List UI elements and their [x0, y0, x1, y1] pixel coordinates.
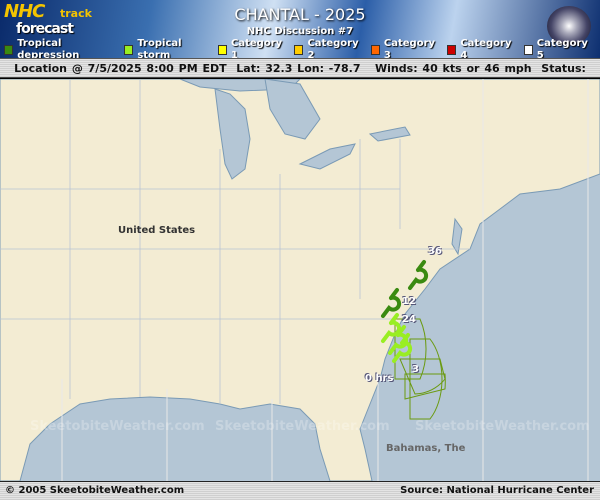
legend-label: Category 3	[383, 38, 436, 61]
forecast-hour-label: 0 hrs	[365, 373, 394, 384]
forecast-map: United States Bahamas, The SkeetobiteWea…	[0, 79, 600, 481]
country-label: United States	[118, 225, 196, 236]
forecast-hour-label: 3	[412, 364, 419, 375]
location-info-bar: Location @ 7/5/2025 8:00 PM EDT Lat: 32.…	[0, 58, 600, 94]
legend-item: Tropical depression	[4, 38, 116, 62]
forecast-cone	[394, 318, 446, 420]
legend-swatch	[294, 45, 304, 55]
legend-swatch	[217, 45, 228, 55]
nhc-logo: NHC track forecast	[4, 1, 92, 37]
lat-lon: Lat: 32.3 Lon: -78.7	[236, 62, 361, 75]
hurricane-globe-icon	[547, 6, 591, 46]
intensity-legend: Tropical depression Tropical storm Categor…	[0, 38, 600, 61]
legend-swatch	[124, 45, 134, 55]
copyright: © 2005 SkeetobiteWeather.com	[5, 485, 185, 496]
legend-swatch	[370, 45, 380, 55]
watermark: SkeetobiteWeather.com	[215, 419, 390, 434]
legend-label: Category 1	[231, 38, 283, 61]
forecast-hour-label: 36	[428, 246, 442, 257]
lake-huron	[264, 79, 321, 140]
lake-ontario	[368, 126, 411, 142]
chesapeake-bay	[451, 217, 463, 256]
tropical-storm-icon	[381, 313, 402, 343]
legend-swatch	[447, 45, 457, 55]
legend-label: Category 4	[460, 38, 512, 61]
footer: © 2005 SkeetobiteWeather.com Source: Nat…	[0, 481, 600, 500]
forecast-hour-label: 12	[402, 296, 416, 307]
bahamas-label: Bahamas, The	[386, 443, 466, 454]
source: Source: National Hurricane Center	[400, 485, 594, 496]
legend-swatch	[523, 45, 533, 55]
state-borders	[0, 79, 470, 404]
watermark: SkeetobiteWeather.com	[415, 419, 590, 434]
legend-label: Category 5	[536, 38, 588, 61]
header-banner: NHC track forecast CHANTAL - 2025 NHC Disc…	[0, 0, 600, 61]
discussion-subtitle: NHC Discussion #7	[246, 26, 354, 37]
winds: Winds: 40 kts or 46 mph	[375, 62, 532, 75]
legend-item: Category 2	[294, 38, 362, 62]
lake-michigan	[214, 88, 251, 180]
legend-label: Tropical depression	[17, 38, 80, 61]
legend-item: Category 4	[447, 38, 515, 62]
location-time: Location @ 7/5/2025 8:00 PM EDT	[14, 62, 227, 75]
legend-label: Tropical storm	[137, 38, 182, 61]
tropical-storm-icon	[408, 260, 429, 290]
legend-item: Tropical storm	[124, 38, 210, 62]
legend-swatch	[4, 45, 14, 55]
storm-title: CHANTAL - 2025	[234, 5, 366, 24]
legend-item: Category 5	[523, 38, 592, 62]
forecast-hour-label: 24	[402, 314, 416, 325]
watermark: SkeetobiteWeather.com	[30, 419, 205, 434]
legend-label: Category 2	[307, 38, 359, 61]
legend-item: Category 1	[217, 38, 286, 62]
land	[0, 79, 600, 481]
grid-lines	[61, 79, 589, 481]
legend-item: Category 3	[370, 38, 439, 62]
lake-erie	[298, 143, 356, 170]
tropical-storm-icon	[381, 288, 402, 318]
